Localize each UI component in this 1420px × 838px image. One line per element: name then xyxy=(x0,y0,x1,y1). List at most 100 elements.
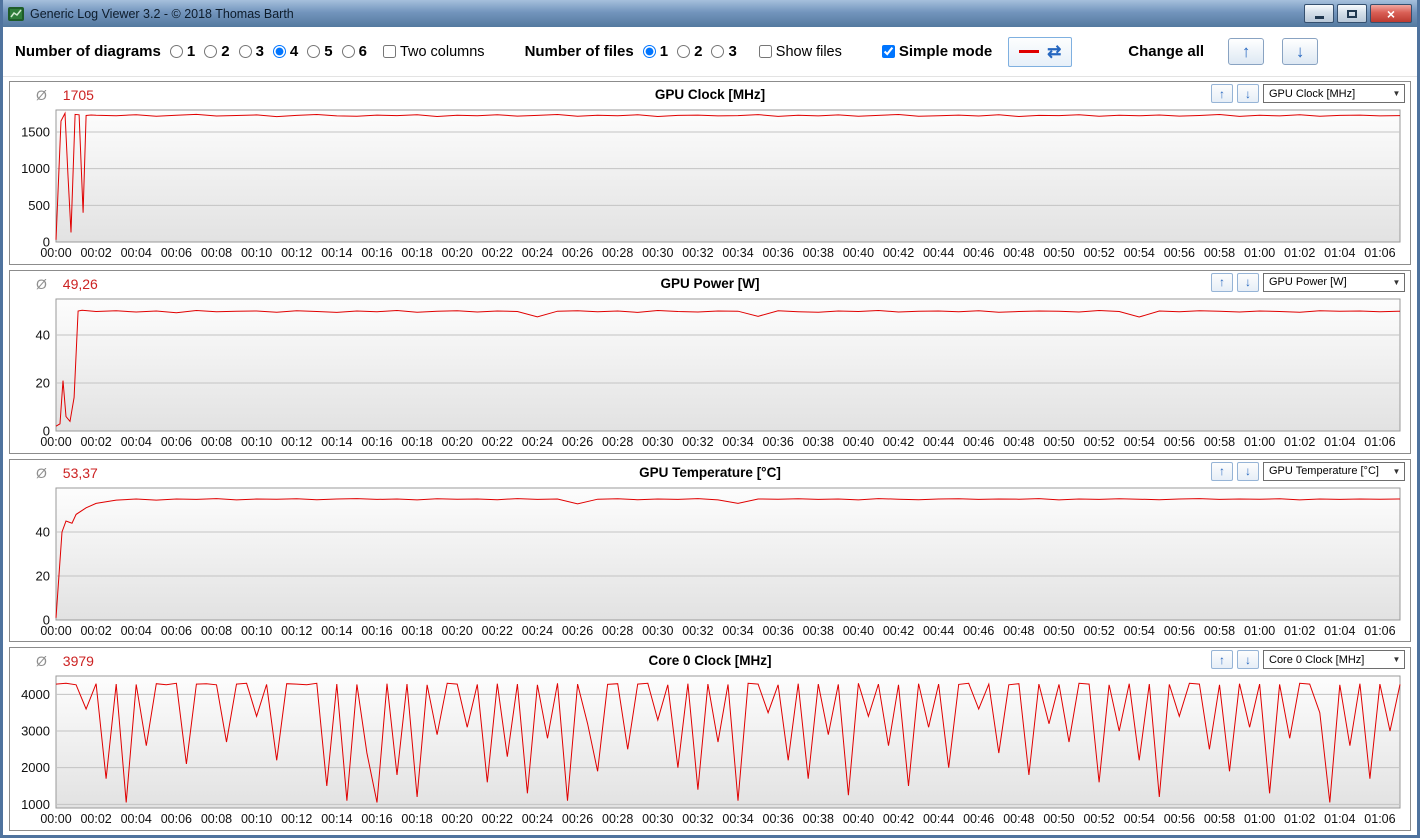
red-line-icon xyxy=(1019,50,1040,53)
svg-text:00:50: 00:50 xyxy=(1043,246,1074,260)
svg-text:00:20: 00:20 xyxy=(442,246,473,260)
show-files-option[interactable]: Show files xyxy=(758,44,842,60)
files-option-3[interactable]: 3 xyxy=(711,43,737,60)
diagrams-option-4[interactable]: 4 xyxy=(272,43,298,60)
diagrams-option-6[interactable]: 6 xyxy=(341,43,367,60)
svg-text:00:44: 00:44 xyxy=(923,812,954,826)
refresh-icon: ⇄ xyxy=(1047,42,1062,61)
move-down-button[interactable]: ↓ xyxy=(1237,461,1259,481)
down-arrow-icon: ↓ xyxy=(1295,41,1305,61)
svg-text:00:38: 00:38 xyxy=(803,812,834,826)
svg-text:00:54: 00:54 xyxy=(1124,246,1155,260)
move-up-button[interactable]: ↑ xyxy=(1211,461,1233,481)
svg-text:20: 20 xyxy=(36,568,50,583)
svg-text:00:56: 00:56 xyxy=(1164,812,1195,826)
change-all-label: Change all xyxy=(1128,43,1205,60)
svg-text:00:26: 00:26 xyxy=(562,246,593,260)
svg-text:0: 0 xyxy=(43,235,50,250)
svg-text:00:06: 00:06 xyxy=(161,435,192,449)
channel-select[interactable]: GPU Temperature [°C] ▼ xyxy=(1263,461,1405,481)
svg-text:00:06: 00:06 xyxy=(161,812,192,826)
svg-text:00:52: 00:52 xyxy=(1083,812,1114,826)
svg-text:00:30: 00:30 xyxy=(642,624,673,638)
two-columns-checkbox[interactable] xyxy=(382,45,396,58)
channel-select[interactable]: Core 0 Clock [MHz] ▼ xyxy=(1263,650,1405,670)
svg-text:01:02: 01:02 xyxy=(1284,812,1315,826)
files-radio-2[interactable] xyxy=(677,45,691,58)
simple-mode-checkbox[interactable] xyxy=(881,45,895,58)
move-up-button[interactable]: ↑ xyxy=(1211,272,1233,292)
change-all-down-button[interactable]: ↓ xyxy=(1282,38,1319,65)
average-value: 49,26 xyxy=(62,275,98,292)
move-down-button[interactable]: ↓ xyxy=(1237,650,1259,670)
svg-text:00:10: 00:10 xyxy=(241,246,272,260)
svg-text:00:22: 00:22 xyxy=(482,435,513,449)
svg-text:01:06: 01:06 xyxy=(1364,624,1395,638)
svg-text:00:32: 00:32 xyxy=(682,624,713,638)
diagram-panel-gpu-power: Ø 49,26 GPU Power [W] ↑ ↓ GPU Power [W] … xyxy=(9,269,1411,454)
close-icon: × xyxy=(1386,5,1396,22)
diagrams-radio-2[interactable] xyxy=(204,45,218,58)
average-symbol: Ø xyxy=(36,87,47,103)
svg-text:00:18: 00:18 xyxy=(401,812,432,826)
channel-select[interactable]: GPU Clock [MHz] ▼ xyxy=(1263,84,1405,103)
svg-text:00:40: 00:40 xyxy=(843,246,874,260)
diagrams-option-1[interactable]: 1 xyxy=(169,43,195,60)
files-option-2[interactable]: 2 xyxy=(677,43,702,60)
show-files-checkbox[interactable] xyxy=(758,45,772,58)
svg-text:01:06: 01:06 xyxy=(1364,435,1395,449)
diagrams-radio-6[interactable] xyxy=(341,45,355,58)
svg-text:00:06: 00:06 xyxy=(161,624,192,638)
svg-text:00:18: 00:18 xyxy=(401,435,432,449)
svg-text:00:46: 00:46 xyxy=(963,624,994,638)
svg-text:01:04: 01:04 xyxy=(1324,246,1355,260)
chevron-down-icon: ▼ xyxy=(1392,89,1401,98)
svg-text:00:02: 00:02 xyxy=(80,435,111,449)
diagrams-radio-1[interactable] xyxy=(169,45,183,58)
diagrams-radio-3[interactable] xyxy=(238,45,252,58)
svg-text:00:58: 00:58 xyxy=(1204,246,1235,260)
average-value: 53,37 xyxy=(62,464,98,481)
channel-select[interactable]: GPU Power [W] ▼ xyxy=(1263,272,1405,292)
average-symbol: Ø xyxy=(36,464,47,481)
svg-text:00:52: 00:52 xyxy=(1083,435,1114,449)
diagrams-option-2[interactable]: 2 xyxy=(204,43,230,60)
line-chart-gpu-temperature: 0 20 40 00:00 00:02 00:04 00:06 00:08 00:10 00:12… xyxy=(36,487,1401,638)
files-option-1[interactable]: 1 xyxy=(642,43,668,60)
diagrams-option-5[interactable]: 5 xyxy=(307,43,333,60)
svg-text:00:06: 00:06 xyxy=(161,246,192,260)
move-down-button[interactable]: ↓ xyxy=(1237,272,1259,292)
diagrams-radio-4[interactable] xyxy=(272,45,286,58)
move-up-button[interactable]: ↑ xyxy=(1211,650,1233,670)
diagram-area: Ø 1705 GPU Clock [MHz] ↑ ↓ GPU Clock [MH… xyxy=(3,77,1417,835)
move-up-button[interactable]: ↑ xyxy=(1211,84,1233,103)
close-button[interactable]: × xyxy=(1370,4,1412,23)
maximize-button[interactable] xyxy=(1337,4,1367,23)
files-radio-3[interactable] xyxy=(711,45,725,58)
move-down-button[interactable]: ↓ xyxy=(1237,84,1259,103)
svg-text:00:36: 00:36 xyxy=(763,624,794,638)
svg-text:00:28: 00:28 xyxy=(602,246,633,260)
svg-text:00:22: 00:22 xyxy=(482,812,513,826)
svg-text:00:54: 00:54 xyxy=(1124,624,1155,638)
svg-text:3000: 3000 xyxy=(21,724,50,739)
line-style-refresh-button[interactable]: ⇄ xyxy=(1008,36,1073,67)
simple-mode-option[interactable]: Simple mode xyxy=(881,43,992,60)
svg-text:00:02: 00:02 xyxy=(80,246,111,260)
svg-text:00:04: 00:04 xyxy=(121,246,152,260)
average-readout: Ø 53,37 xyxy=(36,465,98,481)
diagrams-option-3[interactable]: 3 xyxy=(238,43,264,60)
two-columns-option[interactable]: Two columns xyxy=(382,44,485,60)
diagrams-radio-5[interactable] xyxy=(307,45,321,58)
svg-text:00:34: 00:34 xyxy=(722,435,753,449)
svg-text:00:44: 00:44 xyxy=(923,435,954,449)
change-all-up-button[interactable]: ↑ xyxy=(1228,38,1265,65)
average-value: 3979 xyxy=(62,653,94,670)
svg-text:2000: 2000 xyxy=(21,760,50,775)
svg-text:00:04: 00:04 xyxy=(121,812,152,826)
svg-text:00:28: 00:28 xyxy=(602,812,633,826)
files-radio-1[interactable] xyxy=(642,45,656,58)
svg-text:00:48: 00:48 xyxy=(1003,812,1034,826)
minimize-button[interactable] xyxy=(1304,4,1334,23)
